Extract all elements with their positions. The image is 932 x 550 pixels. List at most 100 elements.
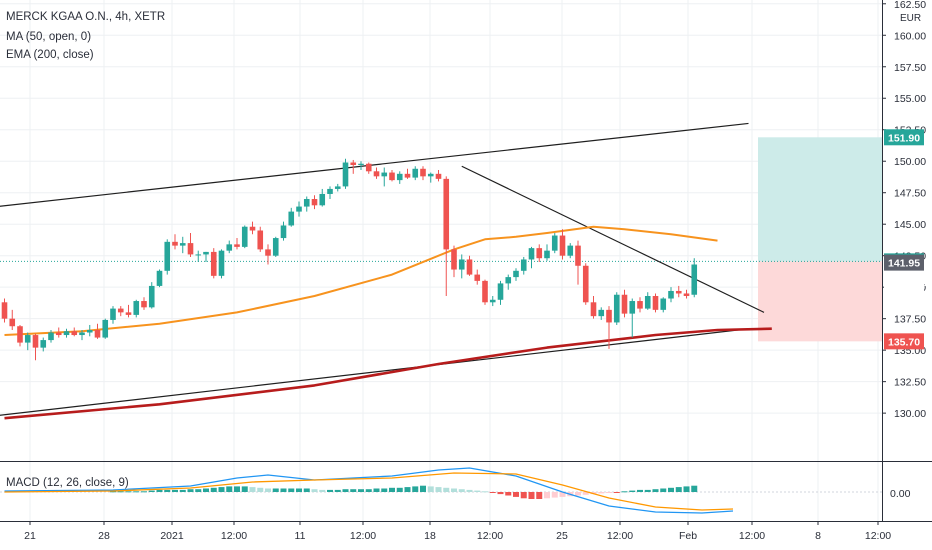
price-tick-label: 155.00 [894,93,926,105]
macd-bar [296,488,302,492]
candle [24,332,31,351]
price-tick-label: 137.50 [894,314,926,326]
legend-macd: MACD (12, 26, close, 9) [6,477,129,489]
candle-body [513,270,519,278]
candle-body [218,250,225,276]
candle-body [327,188,333,194]
price-tick-label: 130.00 [894,408,926,420]
macd-bar [389,487,395,492]
macd-bar [559,492,566,497]
macd-bar [652,489,659,492]
countdown-badge-box [884,275,924,292]
macd-pane [0,467,882,514]
target-badge-box [884,129,924,146]
candle [288,207,295,227]
candle [102,318,109,339]
candle [644,292,651,310]
macd-bar [668,487,674,492]
time-tick-label: 2021 [160,530,184,542]
candle-body [319,193,326,206]
candle [528,246,535,269]
macd-bar [551,492,558,498]
macd-bar [319,489,326,492]
candle [691,258,698,298]
candle [86,324,93,337]
macd-bar [629,490,636,492]
time-tick-label: 12:00 [350,530,376,542]
stop-badge: 135.70 [884,333,924,350]
candle-body [466,259,473,275]
candle [381,167,388,187]
candle [536,244,543,262]
candle [319,188,326,207]
candle-body [660,298,667,310]
candle-body [125,312,132,315]
candle-body [675,290,682,294]
candle-body [458,259,465,270]
macd-bar [141,491,147,493]
macd-bar [420,485,426,492]
candle [435,170,442,182]
candle [334,183,341,192]
macd-bar [644,489,651,492]
macd-bar [458,489,465,492]
time-tick-label: 8 [815,530,821,542]
entry-badge: 141.95 [884,254,924,271]
entry-badge-box [884,254,924,271]
candle-body [303,199,310,207]
macd-bar [513,492,519,497]
candle-body [691,264,698,295]
time-tick-label: 12:00 [865,530,891,542]
candle-body [606,309,612,323]
candle [63,328,70,338]
candle [327,186,333,200]
macd-bar [210,487,217,492]
macd-bar [179,489,186,492]
candle [148,282,155,309]
candle-body [381,172,388,177]
candle-body [435,173,442,179]
time-tick-label: 11 [295,530,306,542]
ema-line [4,327,772,420]
candle [513,268,519,281]
candle [497,280,504,305]
macd-bar [505,492,512,496]
macd-line [4,467,734,514]
time-tick-label: 28 [98,530,110,542]
macd-bar [226,486,233,492]
candle-body [172,241,178,246]
macd-bar [404,487,411,492]
candle-body [296,206,302,212]
candle-body [598,309,605,317]
candle-body [474,274,481,281]
candle-body [63,331,70,336]
candle-body [412,168,419,178]
candle [94,323,101,339]
signal-line [4,472,734,511]
candle-body [249,226,256,231]
candle [575,240,581,285]
macd-bar [280,488,287,492]
candle-body [17,326,23,343]
candle-body [350,162,357,166]
candle-body [637,301,643,309]
candle [1,298,8,323]
candle-body [148,285,155,308]
macd-bar [482,491,488,493]
candle-body [644,295,651,309]
macd-bar [125,491,132,493]
macd-bar [544,492,550,499]
candle [466,255,473,276]
candle [79,330,85,341]
macd-bar [110,491,116,493]
trend-line [461,165,765,313]
candle-body [156,270,163,286]
candle [226,240,233,254]
time-tick-label: 25 [556,530,568,542]
macd-bar [474,490,481,492]
candle-body [575,245,581,266]
candle-body [389,172,395,181]
candle-body [544,250,550,259]
candle [241,225,248,249]
macd-bar [621,491,628,493]
